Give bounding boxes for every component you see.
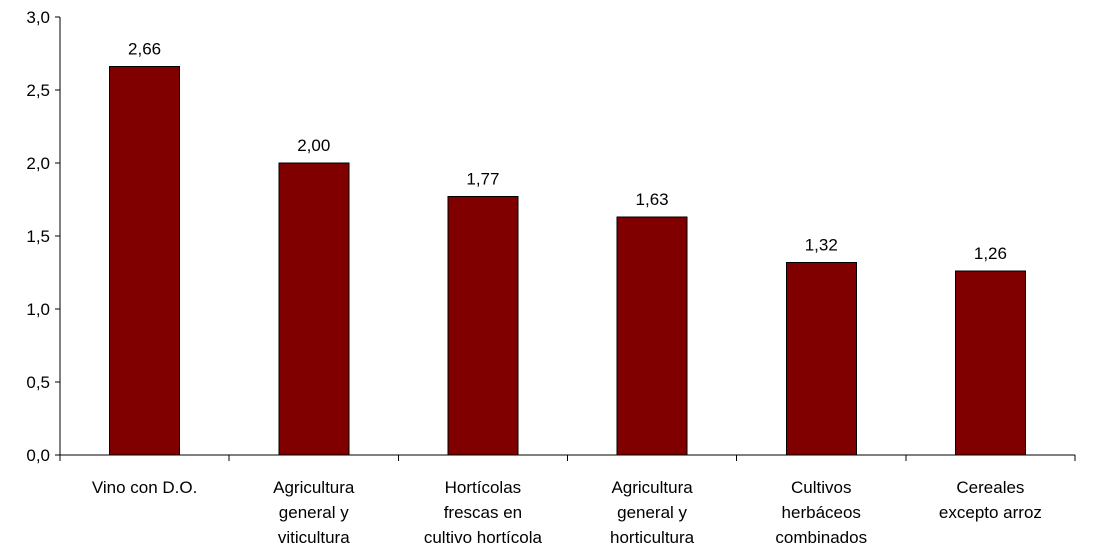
y-tick-label: 1,0 [26, 300, 50, 319]
data-labels: 2,66 2,00 1,77 1,63 1,32 1,26 [128, 40, 1007, 263]
bar [278, 162, 350, 456]
y-tick-label: 3,0 [26, 8, 50, 27]
data-label: 1,77 [466, 170, 499, 189]
y-tick-label: 1,5 [26, 227, 50, 246]
category-label-line: frescas en [444, 503, 522, 522]
bar [616, 216, 688, 456]
category-label-line: excepto arroz [939, 503, 1042, 522]
category-label-line: general y [279, 503, 349, 522]
y-tick-label: 0,0 [26, 446, 50, 465]
y-tick-label: 2,0 [26, 154, 50, 173]
category-label-line: viticultura [278, 528, 350, 547]
x-axis [59, 454, 1076, 461]
bars [109, 66, 1026, 456]
category-label: Cultivos herbáceos combinados [775, 478, 867, 547]
data-label: 2,66 [128, 40, 161, 59]
category-label-line: general y [617, 503, 687, 522]
category-label-line: Agricultura [273, 478, 355, 497]
category-label: Hortícolas frescas en cultivo hortícola [424, 478, 543, 547]
data-label: 1,63 [636, 190, 669, 209]
category-label: Vino con D.O. [92, 478, 198, 497]
category-label: Cereales excepto arroz [939, 478, 1042, 522]
y-tick-label: 2,5 [26, 81, 50, 100]
y-tick-label: 0,5 [26, 373, 50, 392]
data-label: 2,00 [297, 136, 330, 155]
bar [954, 270, 1026, 456]
bar [785, 261, 857, 456]
data-label: 1,32 [805, 235, 838, 254]
category-label-line: Cultivos [791, 478, 851, 497]
category-label-line: Vino con D.O. [92, 478, 198, 497]
category-label: Agricultura general y horticultura [610, 478, 695, 547]
category-label-line: cultivo hortícola [424, 528, 543, 547]
category-label-line: Cereales [956, 478, 1024, 497]
category-label: Agricultura general y viticultura [273, 478, 355, 547]
category-label-line: Agricultura [611, 478, 693, 497]
data-label: 1,26 [974, 244, 1007, 263]
category-label-line: herbáceos [782, 503, 861, 522]
category-labels: Vino con D.O. Agricultura general y viticul… [92, 478, 1042, 547]
y-axis: 0,0 0,5 1,0 1,5 2,0 2,5 3,0 [26, 8, 61, 465]
category-label-line: Hortícolas [445, 478, 522, 497]
category-label-line: combinados [775, 528, 867, 547]
bar [109, 66, 181, 456]
bar [447, 196, 519, 456]
category-label-line: horticultura [610, 528, 695, 547]
